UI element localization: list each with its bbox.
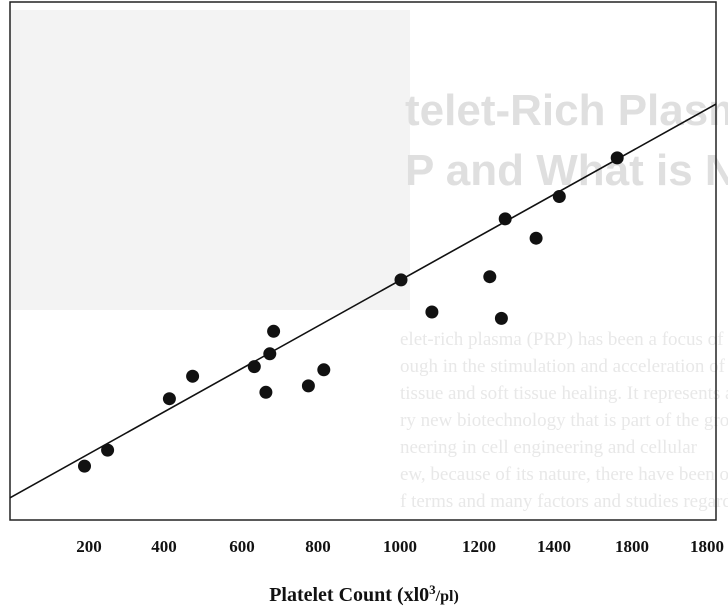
plot-frame [9, 1, 717, 521]
data-point [498, 212, 512, 226]
x-axis-label-unit: /pl) [435, 588, 459, 605]
background-heading-1: telet-Rich Plasma (PR [405, 86, 728, 135]
data-point [247, 360, 261, 374]
data-point [162, 392, 176, 406]
x-axis-label: Platelet Count (xl03/pl) [269, 582, 459, 607]
data-point [186, 369, 200, 383]
background-body-line-2: ough in the stimulation and acceleration… [400, 356, 728, 377]
data-points [78, 151, 624, 473]
background-body-line-4: ry new biotechnology that is part of the… [400, 410, 728, 431]
data-point [317, 363, 331, 377]
data-point [267, 324, 281, 338]
x-tick-label: 1400 [537, 537, 571, 556]
x-tick-label: 1200 [462, 537, 496, 556]
data-point [610, 151, 624, 165]
x-tick-label: 600 [229, 537, 255, 556]
background-show-through: telet-Rich Plasma (PR P and What is Not … [10, 10, 728, 512]
data-point [494, 311, 508, 325]
trend-line [9, 103, 717, 499]
data-point [529, 231, 543, 245]
data-point [101, 443, 115, 457]
data-point [394, 273, 408, 287]
x-tick-label: 1000 [383, 537, 417, 556]
x-tick-label: 400 [151, 537, 177, 556]
data-point [552, 190, 566, 203]
x-tick-label: 1800 [615, 537, 649, 556]
x-tick-label: 1800 [690, 537, 724, 556]
background-panel [10, 10, 410, 310]
x-axis-label-main: Platelet Count (xl0 [269, 584, 429, 606]
x-axis-label-superscript: 3 [429, 582, 436, 597]
x-tick-label: 800 [305, 537, 331, 556]
x-tick-labels: 200 400 600 800 1000 1200 1400 1800 1800 [76, 537, 724, 556]
data-point [483, 270, 497, 284]
data-point [425, 305, 439, 319]
data-point [301, 379, 315, 393]
background-body-line-5: neering in cell engineering and cellular [400, 437, 698, 458]
data-point [78, 459, 91, 473]
x-tick-label: 200 [76, 537, 102, 556]
background-body-line-3: tissue and soft tissue healing. It repre… [400, 383, 728, 404]
background-body-line-1: elet-rich plasma (PRP) has been a focus … [400, 329, 728, 350]
background-body-line-6: ew, because of its nature, there have be… [400, 464, 728, 485]
data-point [263, 347, 277, 361]
background-body-line-7: f terms and many factors and studies reg… [400, 491, 728, 512]
data-point [259, 385, 273, 399]
